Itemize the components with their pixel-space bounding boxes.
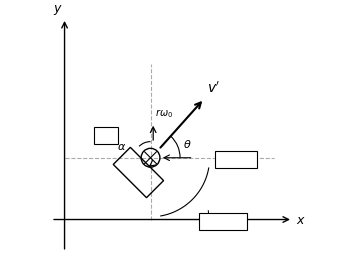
Text: $\alpha$: $\alpha$ (117, 142, 126, 152)
Text: $v'$: $v'$ (207, 81, 220, 96)
Text: $r\omega_0$: $r\omega_0$ (154, 107, 173, 120)
Text: $y$: $y$ (53, 3, 63, 17)
Text: 小车中心: 小车中心 (210, 216, 236, 227)
Text: $\gamma$: $\gamma$ (101, 129, 111, 143)
Text: $\theta$: $\theta$ (183, 138, 191, 150)
FancyBboxPatch shape (199, 213, 247, 230)
FancyBboxPatch shape (94, 127, 118, 144)
Text: $x$: $x$ (295, 214, 305, 227)
FancyBboxPatch shape (215, 151, 257, 169)
Text: 传感器: 传感器 (226, 155, 246, 165)
